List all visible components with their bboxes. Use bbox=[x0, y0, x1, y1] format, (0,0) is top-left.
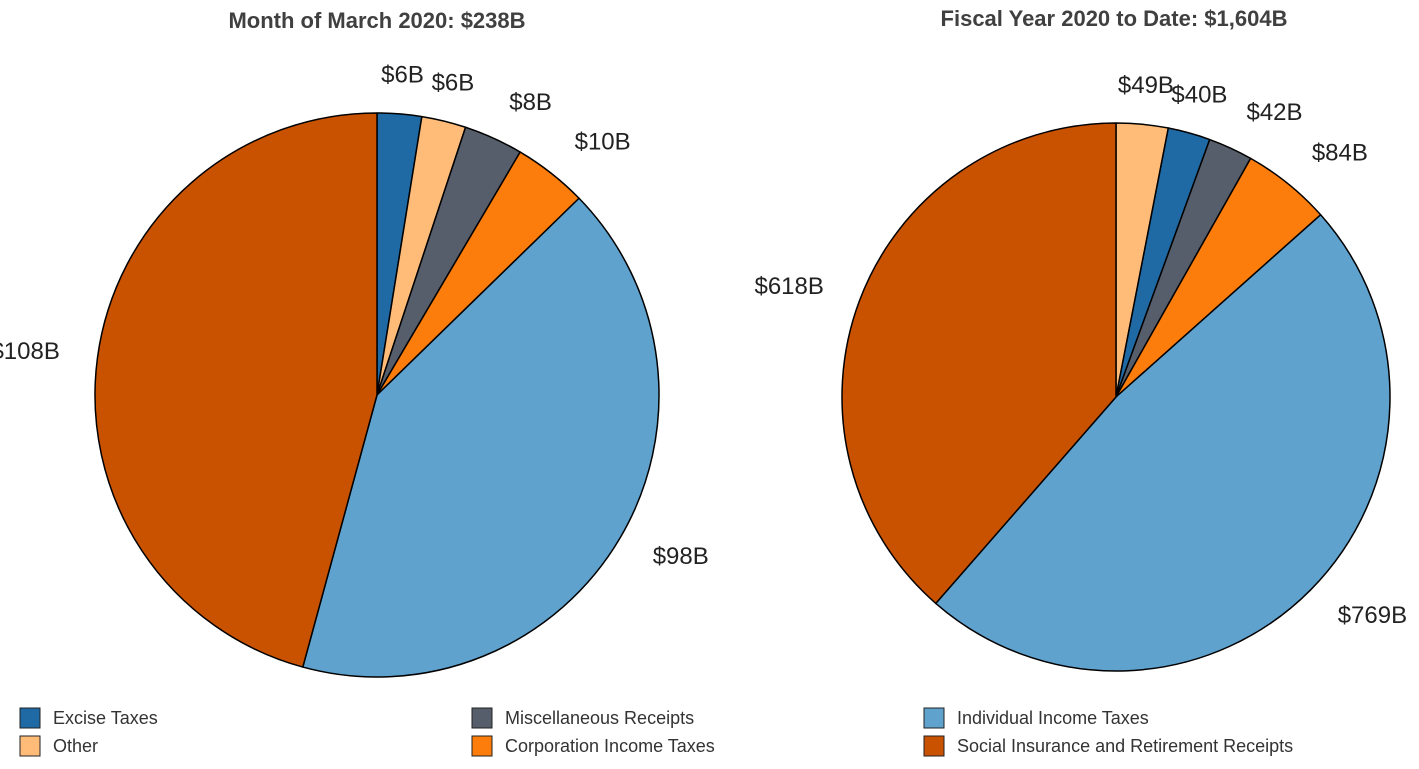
legend-swatch bbox=[471, 707, 493, 729]
legend-label: Social Insurance and Retirement Receipts bbox=[957, 736, 1293, 756]
value-label: $108B bbox=[0, 338, 60, 365]
legend-label: Individual Income Taxes bbox=[957, 708, 1149, 728]
pie-slice: Social Insurance and Retirement Receipts bbox=[841, 122, 1117, 605]
legend-swatch bbox=[923, 707, 945, 729]
value-label: $618B bbox=[754, 273, 823, 300]
chart-title: Month of March 2020: $238B bbox=[228, 8, 525, 33]
value-label: $10B bbox=[575, 129, 631, 156]
legend-label: Corporation Income Taxes bbox=[505, 736, 715, 756]
legend-swatch bbox=[19, 735, 41, 757]
value-label: $769B bbox=[1338, 602, 1407, 629]
legend-label: Other bbox=[53, 736, 98, 756]
value-label: $8B bbox=[509, 89, 552, 116]
pie-slice: Social Insurance and Retirement Receipts bbox=[94, 112, 378, 668]
legend-swatch bbox=[471, 735, 493, 757]
legend-label: Excise Taxes bbox=[53, 708, 158, 728]
legend-label: Miscellaneous Receipts bbox=[505, 708, 694, 728]
value-label: $49B bbox=[1118, 72, 1174, 99]
value-label: $84B bbox=[1312, 139, 1368, 166]
chart-title: Fiscal Year 2020 to Date: $1,604B bbox=[941, 6, 1288, 31]
value-label: $6B bbox=[381, 61, 424, 88]
pie-slice: Individual Income Taxes bbox=[302, 197, 660, 678]
value-label: $40B bbox=[1171, 82, 1227, 109]
value-label: $42B bbox=[1246, 99, 1302, 126]
pie-slice: Individual Income Taxes bbox=[935, 214, 1391, 672]
value-label: $98B bbox=[653, 543, 709, 570]
legend-swatch bbox=[19, 707, 41, 729]
value-label: $6B bbox=[432, 69, 475, 96]
legend-swatch bbox=[923, 735, 945, 757]
